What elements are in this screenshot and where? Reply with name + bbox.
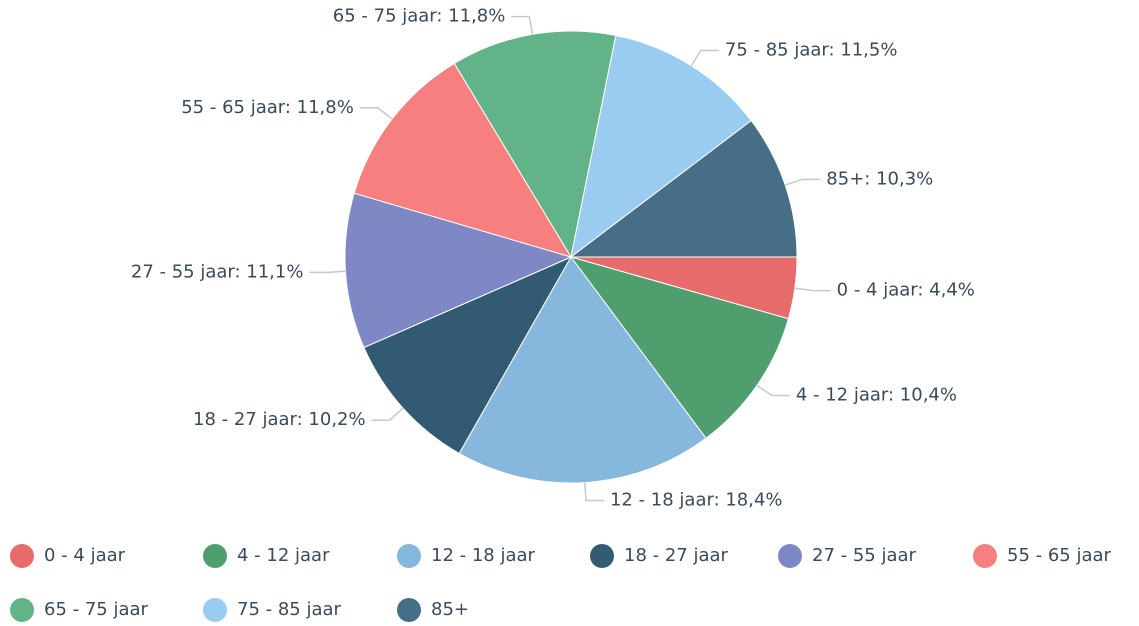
legend-label: 85+ xyxy=(431,599,469,620)
pie-slice xyxy=(344,192,573,349)
legend-marker xyxy=(10,544,34,568)
data-label: 18 - 27 jaar: 10,2% xyxy=(193,409,366,430)
data-label: 75 - 85 jaar: 11,5% xyxy=(725,39,898,60)
legend-marker xyxy=(397,598,421,622)
legend-marker xyxy=(590,544,614,568)
legend-item: 85+ xyxy=(397,598,469,622)
data-label: 65 - 75 jaar: 11,8% xyxy=(333,6,506,27)
legend-item: 65 - 75 jaar xyxy=(10,598,149,622)
legend-item: 75 - 85 jaar xyxy=(203,598,342,622)
data-label: 4 - 12 jaar: 10,4% xyxy=(796,385,957,406)
label-connector xyxy=(690,49,719,67)
label-connector xyxy=(511,15,534,35)
legend-label: 55 - 65 jaar xyxy=(1007,545,1112,566)
legend-label: 0 - 4 jaar xyxy=(44,545,126,566)
legend-label: 4 - 12 jaar xyxy=(237,545,330,566)
data-label: 0 - 4 jaar: 4,4% xyxy=(837,280,975,301)
legend-label: 65 - 75 jaar xyxy=(44,599,149,620)
legend-item: 55 - 65 jaar xyxy=(973,544,1112,568)
label-connector xyxy=(359,107,393,120)
legend-marker xyxy=(778,544,802,568)
label-connector xyxy=(371,407,404,421)
pie-slice xyxy=(569,256,790,439)
legend-marker xyxy=(10,598,34,622)
legend-item: 4 - 12 jaar xyxy=(203,544,330,568)
legend-label: 18 - 27 jaar xyxy=(624,545,729,566)
data-label: 55 - 65 jaar: 11,8% xyxy=(181,97,354,118)
label-connector xyxy=(584,482,604,502)
legend-item: 27 - 55 jaar xyxy=(778,544,917,568)
data-label: 85+: 10,3% xyxy=(826,168,933,189)
legend-item: 0 - 4 jaar xyxy=(10,544,126,568)
legend-marker xyxy=(203,598,227,622)
pie-slice xyxy=(458,256,707,484)
legend-item: 12 - 18 jaar xyxy=(397,544,536,568)
legend-label: 12 - 18 jaar xyxy=(431,545,536,566)
label-connector xyxy=(794,287,831,292)
legend-marker xyxy=(397,544,421,568)
legend-label: 27 - 55 jaar xyxy=(812,545,917,566)
data-label: 12 - 18 jaar: 18,4% xyxy=(610,490,783,511)
legend-marker xyxy=(203,544,227,568)
legend-marker xyxy=(973,544,997,568)
label-connector xyxy=(785,178,821,186)
data-label: 27 - 55 jaar: 11,1% xyxy=(131,261,304,282)
pie-slice xyxy=(570,34,752,259)
label-connector xyxy=(756,384,790,397)
legend-item: 18 - 27 jaar xyxy=(590,544,729,568)
legend-label: 75 - 85 jaar xyxy=(237,599,342,620)
label-connector xyxy=(309,270,346,274)
pie-slice xyxy=(569,119,798,258)
